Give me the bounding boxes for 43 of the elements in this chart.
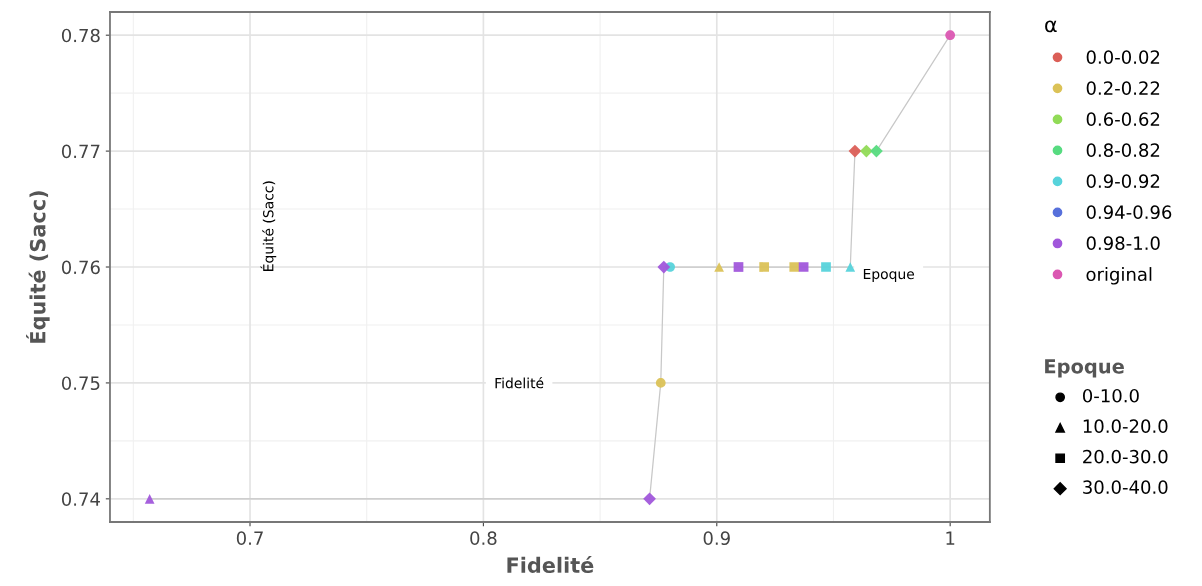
annotation: Équité (Sacc) [260, 181, 277, 271]
point [714, 262, 724, 272]
x-tick-label: 0.9 [703, 531, 730, 546]
legend-label: 0.6-0.62 [1086, 112, 1160, 126]
x-axis-title: Fidelité [507, 556, 594, 573]
legend-label: original [1086, 267, 1152, 285]
point [821, 262, 831, 272]
point [860, 144, 873, 158]
text: 0-10.0 [1082, 388, 1139, 403]
x-tick-label: 0.7 [236, 531, 263, 546]
y-tick-label: 0.75 [61, 376, 100, 391]
y-tick-label: 0.78 [61, 28, 100, 43]
point [945, 30, 956, 41]
x-tick-label: 0.8 [470, 531, 497, 546]
annotation: Epoque [863, 268, 915, 282]
point [655, 378, 666, 388]
y-axis-title: Équité (Sacc) [26, 191, 50, 343]
text: Epoque [1045, 359, 1124, 378]
annotation: Fidelité [495, 377, 544, 389]
legend-label: 0.98-1.0 [1086, 236, 1160, 251]
legend-label: 0.0-0.02 [1086, 50, 1160, 64]
legend-label: 0.2-0.22 [1086, 81, 1160, 95]
y-tick-label: 0.77 [61, 144, 100, 159]
y-tick-label: 0.74 [61, 492, 100, 506]
text: 20.0-30.0 [1083, 449, 1168, 464]
point [789, 262, 800, 272]
legend-label: 0.8-0.82 [1086, 143, 1160, 157]
point [759, 262, 770, 272]
x-tick-label: 1 [946, 531, 955, 545]
point [144, 493, 155, 504]
point [657, 260, 671, 274]
point [643, 492, 656, 506]
legend-title: α [1045, 20, 1057, 33]
text: 10.0-20.0 [1083, 419, 1168, 434]
point [848, 144, 862, 158]
point [798, 262, 809, 272]
point [870, 144, 883, 158]
text: 30.0-40.0 [1083, 480, 1168, 494]
y-tick-label: 0.76 [61, 260, 100, 275]
point [733, 262, 744, 272]
legend-label: 0.94-0.96 [1086, 205, 1172, 220]
legend-label: 0.9-0.92 [1086, 174, 1160, 188]
point [845, 262, 856, 272]
